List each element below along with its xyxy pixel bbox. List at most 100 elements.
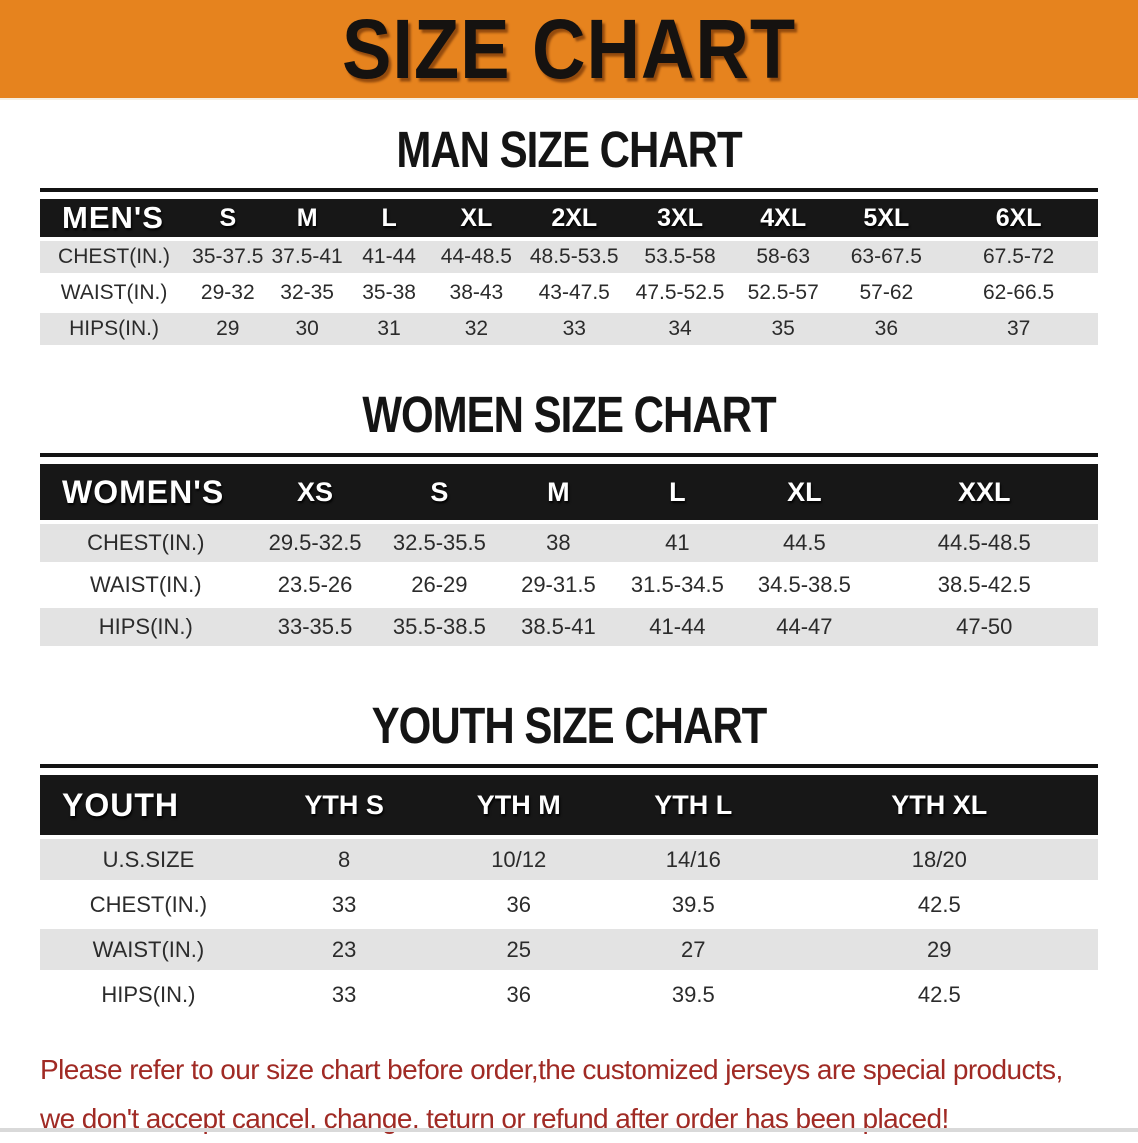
size-value: 35-38 [346,277,432,309]
table-row: CHEST(IN.) 29.5-32.5 32.5-35.5 38 41 44.… [40,524,1098,562]
size-value: 37.5-41 [267,241,347,273]
column-header: YTH L [606,775,781,835]
youth-header-label: YOUTH [40,775,257,835]
column-header: 6XL [939,199,1098,237]
column-header: S [378,464,501,520]
size-value: 38-43 [431,277,522,309]
size-value: 33 [521,313,628,345]
size-value: 37 [939,313,1098,345]
size-value: 33-35.5 [251,608,379,646]
size-value: 58-63 [732,241,834,273]
size-value: 52.5-57 [732,277,834,309]
size-value: 33 [256,974,432,1015]
disclaimer: Please refer to our size chart before or… [40,1045,1138,1143]
size-value: 25 [431,929,606,970]
size-value: 14/16 [606,839,781,880]
size-value: 29.5-32.5 [251,524,379,562]
row-label: HIPS(IN.) [40,974,257,1015]
women-header-row: WOMEN'S XS S M L XL XXL [40,464,1098,520]
women-table-wrap: WOMEN'S XS S M L XL XXL CHEST(IN.) 29.5-… [40,453,1098,650]
size-value: 30 [267,313,347,345]
size-value: 57-62 [833,277,940,309]
table-row: U.S.SIZE 8 10/12 14/16 18/20 [40,839,1098,880]
table-row: WAIST(IN.) 23.5-26 26-29 29-31.5 31.5-34… [40,566,1098,604]
size-value: 41 [616,524,739,562]
column-header: 2XL [521,199,628,237]
women-size-table: WOMEN'S XS S M L XL XXL CHEST(IN.) 29.5-… [40,460,1098,650]
size-value: 32 [431,313,522,345]
women-heading-text: WOMEN SIZE CHART [362,385,776,444]
table-row: HIPS(IN.) 33 36 39.5 42.5 [40,974,1098,1015]
size-value: 23 [256,929,432,970]
man-heading-text: MAN SIZE CHART [396,120,742,179]
column-header: XS [251,464,379,520]
column-header: L [616,464,739,520]
column-header: 3XL [627,199,733,237]
column-header: S [188,199,268,237]
man-size-table: MEN'S S M L XL 2XL 3XL 4XL 5XL 6XL CHEST… [40,195,1098,349]
size-value: 38 [500,524,617,562]
man-table-wrap: MEN'S S M L XL 2XL 3XL 4XL 5XL 6XL CHEST… [40,188,1098,349]
size-value: 39.5 [606,884,781,925]
size-value: 62-66.5 [939,277,1098,309]
youth-table-wrap: YOUTH YTH S YTH M YTH L YTH XL U.S.SIZE … [40,764,1098,1019]
banner: SIZE CHART [0,0,1138,100]
youth-heading-text: YOUTH SIZE CHART [371,696,768,755]
women-section-heading: WOMEN SIZE CHART [0,386,1138,443]
size-value: 38.5-41 [500,608,617,646]
man-section-heading: MAN SIZE CHART [0,121,1138,178]
size-value: 67.5-72 [939,241,1098,273]
column-header: XL [431,199,522,237]
page-title: SIZE CHART [341,0,797,96]
size-value: 35-37.5 [188,241,268,273]
size-value: 31 [346,313,432,345]
youth-size-table: YOUTH YTH S YTH M YTH L YTH XL U.S.SIZE … [40,771,1098,1019]
column-header: M [500,464,617,520]
man-table-top-rule [40,188,1098,192]
table-row: CHEST(IN.) 35-37.5 37.5-41 41-44 44-48.5… [40,241,1098,273]
column-header: 4XL [732,199,834,237]
table-row: HIPS(IN.) 33-35.5 35.5-38.5 38.5-41 41-4… [40,608,1098,646]
size-value: 8 [256,839,432,880]
size-value: 43-47.5 [521,277,628,309]
size-value: 41-44 [616,608,739,646]
image-bottom-edge [0,1128,1138,1132]
man-header-label: MEN'S [40,199,189,237]
size-value: 53.5-58 [627,241,733,273]
size-value: 47.5-52.5 [627,277,733,309]
column-header: 5XL [833,199,940,237]
youth-table-top-rule [40,764,1098,768]
size-value: 35.5-38.5 [378,608,501,646]
youth-header-row: YOUTH YTH S YTH M YTH L YTH XL [40,775,1098,835]
size-value: 39.5 [606,974,781,1015]
size-value: 44.5-48.5 [870,524,1098,562]
size-value: 32.5-35.5 [378,524,501,562]
size-value: 10/12 [431,839,606,880]
size-value: 41-44 [346,241,432,273]
size-value: 26-29 [378,566,501,604]
size-value: 29 [188,313,268,345]
youth-section-heading: YOUTH SIZE CHART [0,697,1138,754]
column-header: M [267,199,347,237]
size-value: 29-32 [188,277,268,309]
row-label: CHEST(IN.) [40,524,252,562]
size-value: 42.5 [780,974,1098,1015]
table-row: WAIST(IN.) 23 25 27 29 [40,929,1098,970]
size-value: 29 [780,929,1098,970]
size-value: 38.5-42.5 [870,566,1098,604]
row-label: WAIST(IN.) [40,277,189,309]
size-value: 27 [606,929,781,970]
column-header: XXL [870,464,1098,520]
size-value: 33 [256,884,432,925]
size-value: 44-48.5 [431,241,522,273]
size-value: 31.5-34.5 [616,566,739,604]
women-table-top-rule [40,453,1098,457]
column-header: XL [738,464,871,520]
size-value: 34 [627,313,733,345]
size-value: 29-31.5 [500,566,617,604]
row-label: CHEST(IN.) [40,884,257,925]
table-row: HIPS(IN.) 29 30 31 32 33 34 35 36 37 [40,313,1098,345]
table-row: CHEST(IN.) 33 36 39.5 42.5 [40,884,1098,925]
row-label: CHEST(IN.) [40,241,189,273]
